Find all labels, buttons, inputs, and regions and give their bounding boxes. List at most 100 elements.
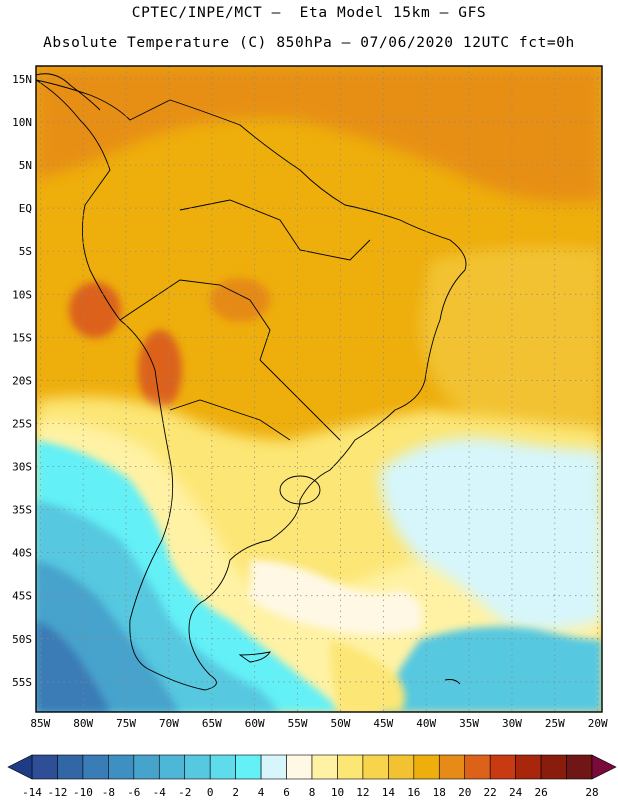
- lat-label: 5N: [19, 159, 32, 172]
- field-north-hot: [36, 66, 602, 202]
- colorbar-label: 28: [585, 786, 598, 799]
- colorbar-cell: [82, 754, 109, 780]
- colorbar-label: -12: [48, 786, 68, 799]
- colorbar-label: -8: [102, 786, 115, 799]
- south-georgia: [444, 679, 461, 685]
- lat-label: 10S: [12, 288, 32, 301]
- lat-label: 55S: [12, 676, 32, 689]
- lon-label: 20W: [588, 717, 608, 730]
- border-peru-bolivia: [119, 279, 271, 361]
- colorbar-cell: [209, 754, 236, 780]
- colorbar-cell: [489, 754, 516, 780]
- colorbar-cell: [438, 754, 466, 780]
- chart-title: CPTEC/INPE/MCT – Eta Model 15km – GFS: [131, 5, 487, 21]
- lat-label: 10N: [12, 116, 32, 129]
- colorbar-cell: [311, 754, 338, 780]
- lon-label: 60W: [245, 717, 265, 730]
- lon-label: 50W: [331, 717, 351, 730]
- colorbar-label: 6: [283, 786, 290, 799]
- field-chaco-hot: [138, 330, 182, 410]
- colorbar-label: 8: [309, 786, 316, 799]
- lat-label: 20S: [12, 374, 32, 387]
- colorbar-labels: -14 -12 -10 -8 -6 -4 -2 0 2 4 6 8 10 12 14 16 18 20 22 24 26…: [22, 786, 599, 799]
- colorbar-cell: [388, 754, 415, 780]
- colorbar-label: 12: [356, 786, 369, 799]
- colorbar-cell: [260, 754, 287, 780]
- lat-label: 40S: [12, 547, 32, 560]
- colorbar-cell: [184, 754, 211, 780]
- field-patagonia-light: [250, 560, 423, 635]
- lat-lon-grid: [36, 66, 602, 712]
- latitude-labels: 15N 10N 5N EQ 5S 10S 15S 20S 25S 30S 35S 40S 45S 50S 5…: [12, 73, 32, 689]
- lat-label: 45S: [12, 590, 32, 603]
- lat-label: EQ: [19, 202, 32, 215]
- colorbar-cell: [337, 754, 364, 780]
- colorbar-label: 24: [509, 786, 523, 799]
- colorbar-cell: [540, 754, 567, 780]
- coastlines: [36, 73, 467, 691]
- colorbar-label: -2: [178, 786, 191, 799]
- lon-label: 55W: [288, 717, 308, 730]
- colorbar-cell: [31, 754, 58, 780]
- colorbar-low-arrow: [7, 754, 33, 780]
- lat-label: 50S: [12, 633, 32, 646]
- colorbar-label: -6: [127, 786, 140, 799]
- lon-label: 40W: [416, 717, 436, 730]
- lat-label: 35S: [12, 504, 32, 517]
- lon-label: 45W: [373, 717, 393, 730]
- temperature-field: [36, 66, 602, 712]
- lon-label: 75W: [116, 717, 136, 730]
- map-frame: [35, 65, 603, 713]
- lon-label: 65W: [202, 717, 222, 730]
- lat-label: 30S: [12, 461, 32, 474]
- colorbar-label: -10: [73, 786, 93, 799]
- colorbar-label: 18: [433, 786, 446, 799]
- lon-label: 85W: [30, 717, 50, 730]
- lat-label: 15S: [12, 331, 32, 344]
- uruguay-outline: [279, 475, 321, 505]
- lat-label: 25S: [12, 417, 32, 430]
- colorbar-cell: [464, 754, 491, 780]
- colorbar-label: 22: [484, 786, 497, 799]
- lat-label: 5S: [19, 245, 32, 258]
- border-paraguay: [259, 359, 341, 441]
- colorbar-high-arrow: [591, 754, 617, 780]
- field-atlantic-cool: [380, 438, 602, 630]
- lat-label: 15N: [12, 73, 32, 86]
- central-america-coast: [36, 73, 101, 111]
- border-north: [179, 199, 371, 261]
- colorbar-cell: [566, 754, 593, 780]
- field-bolivia-warm: [210, 278, 270, 322]
- lon-label: 30W: [502, 717, 522, 730]
- colorbar-cell: [362, 754, 389, 780]
- colorbar-label: 0: [207, 786, 214, 799]
- field-peru-hot: [69, 282, 121, 338]
- colorbar-cell: [515, 754, 542, 780]
- colorbar-cell: [158, 754, 186, 780]
- colorbar-label: 16: [407, 786, 420, 799]
- colorbar-cell: [133, 754, 160, 780]
- colorbar-label: -14: [22, 786, 42, 799]
- colorbar-label: 20: [458, 786, 471, 799]
- lon-label: 35W: [459, 717, 479, 730]
- border-argentina-north: [169, 399, 291, 441]
- colorbar-cell: [413, 754, 440, 780]
- colorbar-cell: [286, 754, 313, 780]
- colorbar-label: 10: [331, 786, 344, 799]
- colorbar-label: 4: [258, 786, 265, 799]
- colorbar-cell: [235, 754, 262, 780]
- continent-coastline: [36, 79, 467, 691]
- chart-subtitle: Absolute Temperature (C) 850hPa – 07/06/…: [43, 35, 575, 51]
- longitude-labels: 85W 80W 75W 70W 65W 60W 55W 50W 45W 40W 35W 30W 25W 2…: [30, 717, 608, 730]
- field-south-atlantic-cold: [380, 626, 602, 712]
- colorbar-label: 26: [534, 786, 547, 799]
- field-pacific-coldest: [36, 620, 110, 712]
- colorbar-label: 14: [382, 786, 396, 799]
- field-drake-yellow: [330, 640, 405, 712]
- lon-label: 25W: [545, 717, 565, 730]
- falklands: [238, 651, 271, 663]
- lon-label: 70W: [159, 717, 179, 730]
- colorbar-cell: [57, 754, 84, 780]
